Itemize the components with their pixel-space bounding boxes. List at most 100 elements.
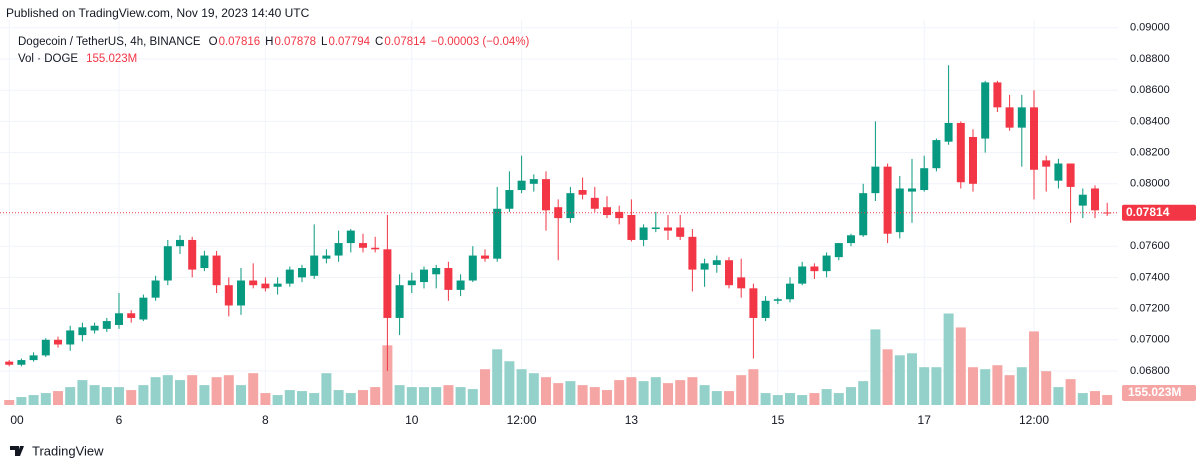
volume-bar [321, 373, 332, 405]
volume-bar [28, 395, 39, 405]
candle-body [54, 339, 62, 345]
volume-bar [858, 381, 869, 405]
volume-bar [541, 377, 551, 405]
candle-body [712, 260, 721, 265]
last-price-label: 0.07814 [1126, 205, 1170, 219]
ohlc-value: 0.07794 [328, 36, 370, 48]
volume-bar [126, 390, 137, 405]
candle-body [102, 321, 111, 329]
candle-body [78, 327, 87, 336]
candle-body [725, 260, 733, 286]
candle-body [41, 339, 50, 356]
y-tick-label: 0.08800 [1130, 53, 1170, 65]
volume-bar [370, 387, 381, 405]
candle-body [859, 193, 868, 236]
volume-bar [1041, 371, 1052, 405]
candle-body [1091, 188, 1099, 211]
volume-bar [4, 399, 15, 405]
volume-bar [638, 381, 649, 405]
candle-body [969, 136, 977, 184]
volume-bar [309, 393, 320, 405]
candle-body [639, 227, 648, 240]
volume-bar [1016, 367, 1027, 405]
candle-body [261, 283, 270, 289]
candle-body [566, 193, 575, 219]
volume-bar [455, 387, 466, 405]
candle-body [603, 207, 611, 215]
volume-bar [797, 395, 808, 405]
candle-body [1017, 107, 1026, 128]
ohlc-value: 0.07816 [219, 36, 261, 48]
candle-body [700, 263, 709, 270]
volume-bar [504, 361, 515, 405]
candle-body [615, 211, 624, 219]
candle-body [908, 188, 916, 192]
candle-body [834, 243, 843, 258]
volume-bar [553, 383, 564, 405]
volume-bar [443, 385, 454, 405]
volume-bar [272, 395, 283, 405]
y-tick-label: 0.08400 [1130, 115, 1170, 127]
volume-bar [626, 377, 637, 405]
volume-bar [968, 367, 978, 405]
candle-body [895, 188, 904, 233]
volume-bar [589, 387, 600, 405]
volume-bar [614, 380, 625, 405]
candle-body [956, 122, 965, 183]
volume-bar [809, 393, 820, 405]
x-tick-label: 8 [262, 413, 269, 427]
candle-body [407, 280, 416, 286]
candle-body [761, 300, 770, 318]
candle-body [285, 269, 294, 284]
candle-body [212, 255, 221, 286]
x-tick-label: 13 [625, 413, 639, 427]
volume-bar [199, 385, 210, 405]
candle-body [1030, 107, 1038, 170]
volume-bar [211, 377, 222, 405]
x-tick-label: 15 [771, 413, 785, 427]
volume-bar [394, 385, 405, 405]
candle-body [944, 122, 953, 142]
volume-value: 155.023M [86, 53, 137, 65]
candle-body [383, 249, 392, 318]
y-tick-label: 0.08600 [1130, 84, 1170, 96]
candle-body [493, 208, 502, 259]
candle-body [542, 179, 550, 211]
candle-body [249, 280, 258, 286]
x-tick-label: 00 [10, 413, 24, 427]
x-tick-label: 12:00 [1019, 413, 1049, 427]
volume-bar [833, 393, 844, 405]
legend: Dogecoin / TetherUS, 4h, BINANCE O 0.07816… [18, 36, 530, 65]
volume-bar [114, 387, 124, 405]
volume-bar [162, 375, 173, 405]
candle-body [346, 230, 355, 244]
volume-bar [1065, 379, 1076, 405]
candle-body [273, 283, 282, 287]
candle-body [1005, 107, 1014, 128]
volume-bar [1029, 331, 1039, 405]
candle-body [151, 280, 160, 298]
volume-bar [1102, 395, 1113, 405]
candle-body [90, 325, 99, 331]
volume-bar [358, 390, 368, 405]
volume-bar [53, 391, 63, 405]
volume-bar [345, 393, 356, 405]
candle-body [627, 214, 636, 240]
volume-bar [870, 329, 881, 405]
candle-body [847, 235, 855, 244]
volume-bar [602, 390, 612, 405]
ohlc-key: C [375, 36, 383, 48]
volume-bar [480, 369, 490, 405]
candle-body [810, 266, 819, 272]
x-tick-label: 10 [405, 413, 419, 427]
ohlc-value: 0.07814 [384, 36, 426, 48]
ohlc-key: O [209, 36, 218, 48]
candles [0, 65, 1118, 371]
volume-bar [236, 385, 246, 405]
candle-body [481, 255, 489, 259]
volume-bar [565, 381, 576, 405]
candle-body [66, 330, 75, 345]
y-tick-label: 0.07600 [1130, 240, 1170, 252]
candle-body [773, 299, 782, 301]
candle-body [444, 268, 453, 290]
